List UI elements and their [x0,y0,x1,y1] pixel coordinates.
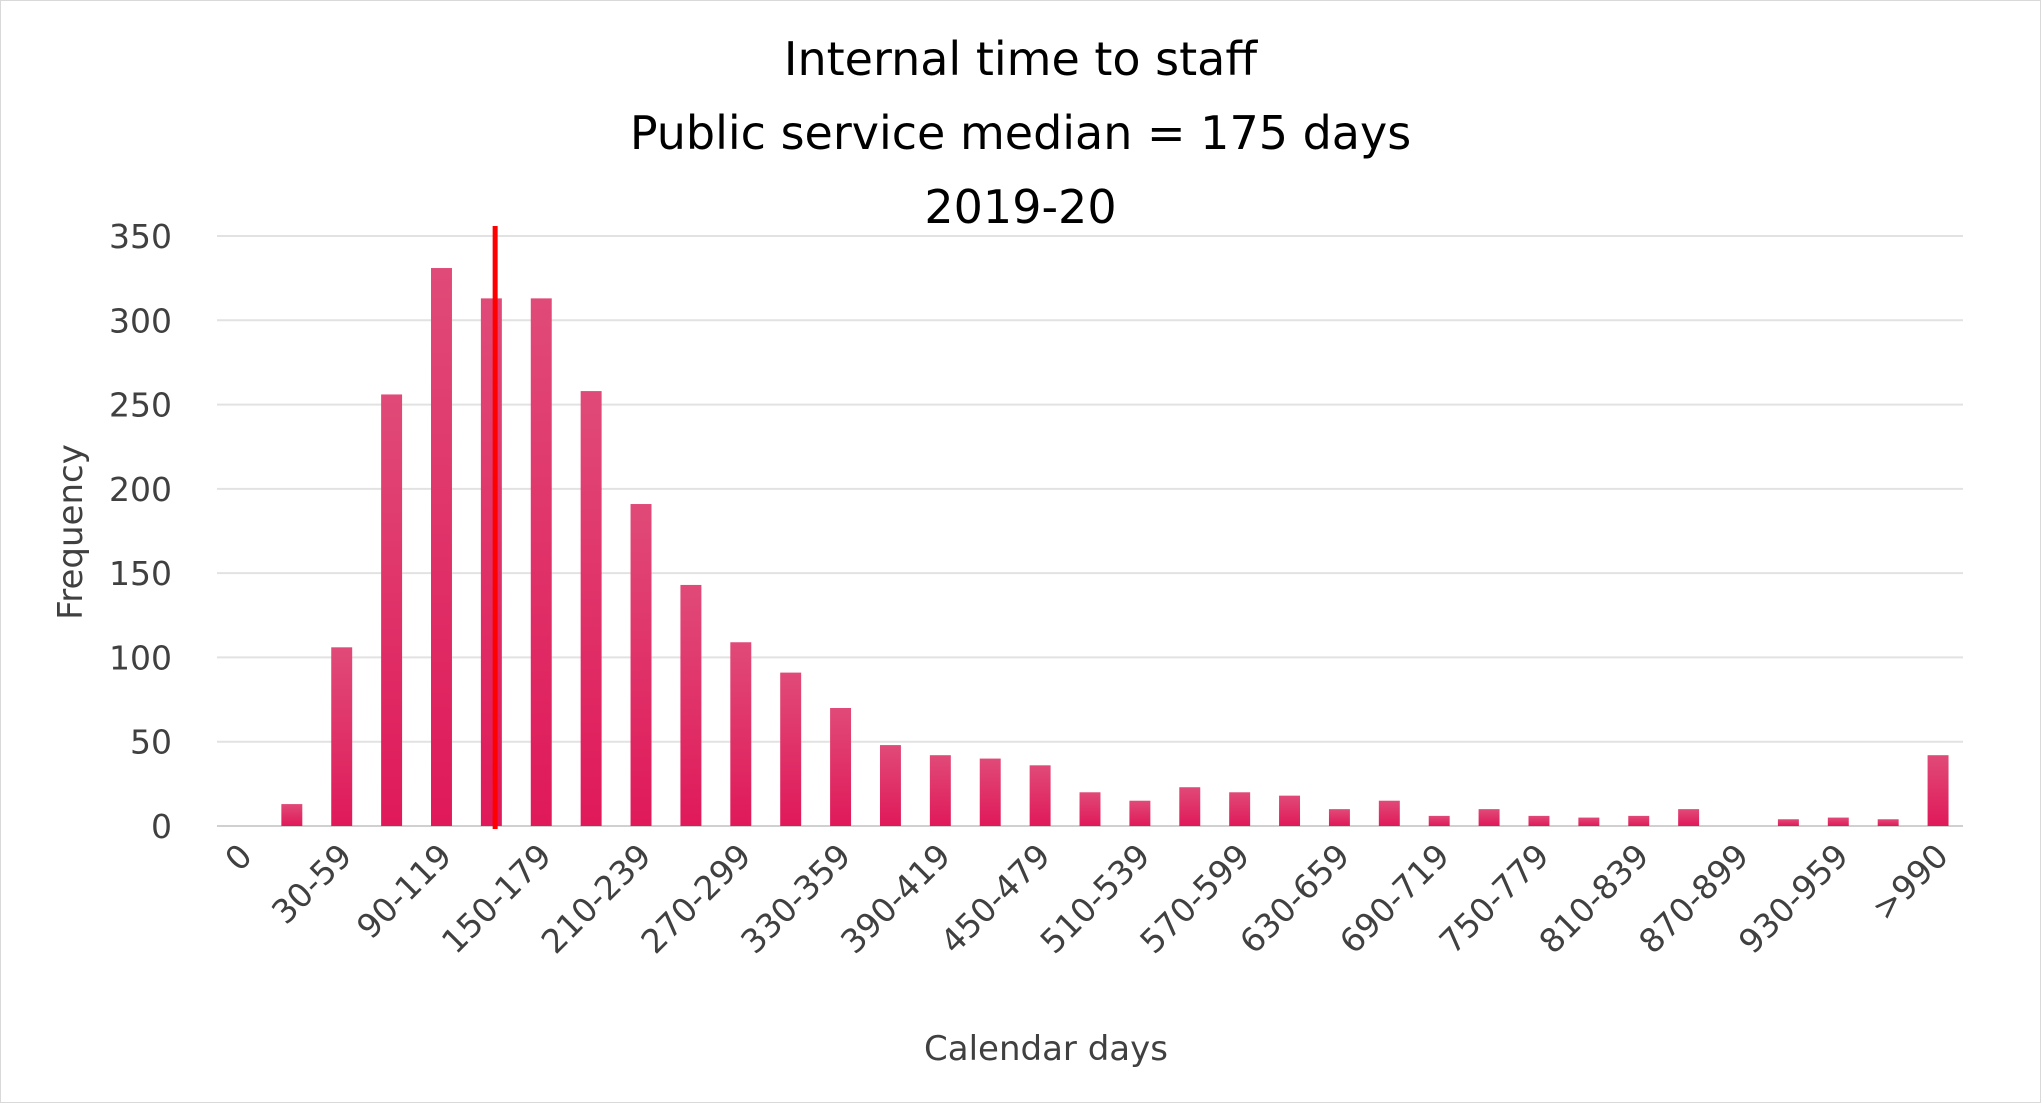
chart-title-line-2: Public service median = 175 days [629,106,1412,160]
bar [979,758,1001,826]
bar [1628,815,1650,826]
x-tick-label: 810-839 [1531,836,1656,961]
bar [1129,800,1151,826]
bar [780,672,802,826]
bar [1328,809,1350,826]
bar [1478,809,1500,826]
x-tick-label: 330-359 [733,836,858,961]
x-tick-label: 690-719 [1332,836,1457,961]
chart-title: Internal time to staff Public service me… [0,22,2041,244]
x-tick-label: 150-179 [434,836,559,961]
bar [680,584,702,826]
bar [1229,792,1251,826]
bar [480,298,502,826]
y-tick-label: 0 [151,807,172,846]
x-tick-label: 630-659 [1232,836,1357,961]
x-tick-label: 450-479 [933,836,1058,961]
y-tick-label: 150 [109,554,172,593]
y-tick-label: 100 [109,638,172,677]
bar [1528,815,1550,826]
chart-title-line-1: Internal time to staff [783,32,1258,86]
bar [1827,817,1849,826]
chart-title-line-3: 2019-20 [924,180,1117,234]
x-tick-label: 870-899 [1631,836,1756,961]
bar [1279,795,1301,826]
bar [1029,765,1051,826]
y-tick-label: 300 [109,301,172,340]
y-axis-label: Frequency [51,444,91,620]
y-tick-label: 350 [109,217,172,256]
bar [1079,792,1101,826]
y-tick-label: 200 [109,470,172,509]
x-tick-label: 510-539 [1032,836,1157,961]
y-tick-label: 50 [130,723,172,762]
bar [281,804,303,826]
bar [1777,819,1799,826]
x-tick-labels: 0 30-5990-119150-179210-239270-299330-359… [217,836,1956,961]
x-tick-label: 30-59 [264,836,359,931]
gridlines [217,235,1963,827]
x-tick-label: 270-299 [633,836,758,961]
bar [431,268,452,826]
bar [1877,819,1899,826]
bar [1378,800,1400,826]
bar [1927,755,1949,826]
bar [730,642,752,826]
x-tick-label: 0 [217,836,259,878]
bar [530,298,552,826]
x-tick-label: 930-959 [1731,836,1856,961]
x-tick-label: 390-419 [833,836,958,961]
bar [929,755,951,826]
y-tick-label: 250 [109,386,172,425]
y-tick-labels: 0 50 100 150 200 250 300 350 [109,217,172,846]
x-tick-label: 570-599 [1132,836,1257,961]
x-axis-label: Calendar days [924,1029,1168,1069]
bar [1179,787,1201,826]
x-tick-label: 750-779 [1432,836,1557,961]
bar [630,504,652,826]
bar [1428,815,1450,826]
bar [1678,809,1700,826]
bar [879,745,901,826]
bar [580,391,602,826]
bar [1578,817,1600,826]
x-tick-label: >990 [1864,836,1956,928]
x-tick-label: 210-239 [534,836,659,961]
bar [331,647,353,826]
bar [830,708,852,826]
bar [381,394,403,826]
